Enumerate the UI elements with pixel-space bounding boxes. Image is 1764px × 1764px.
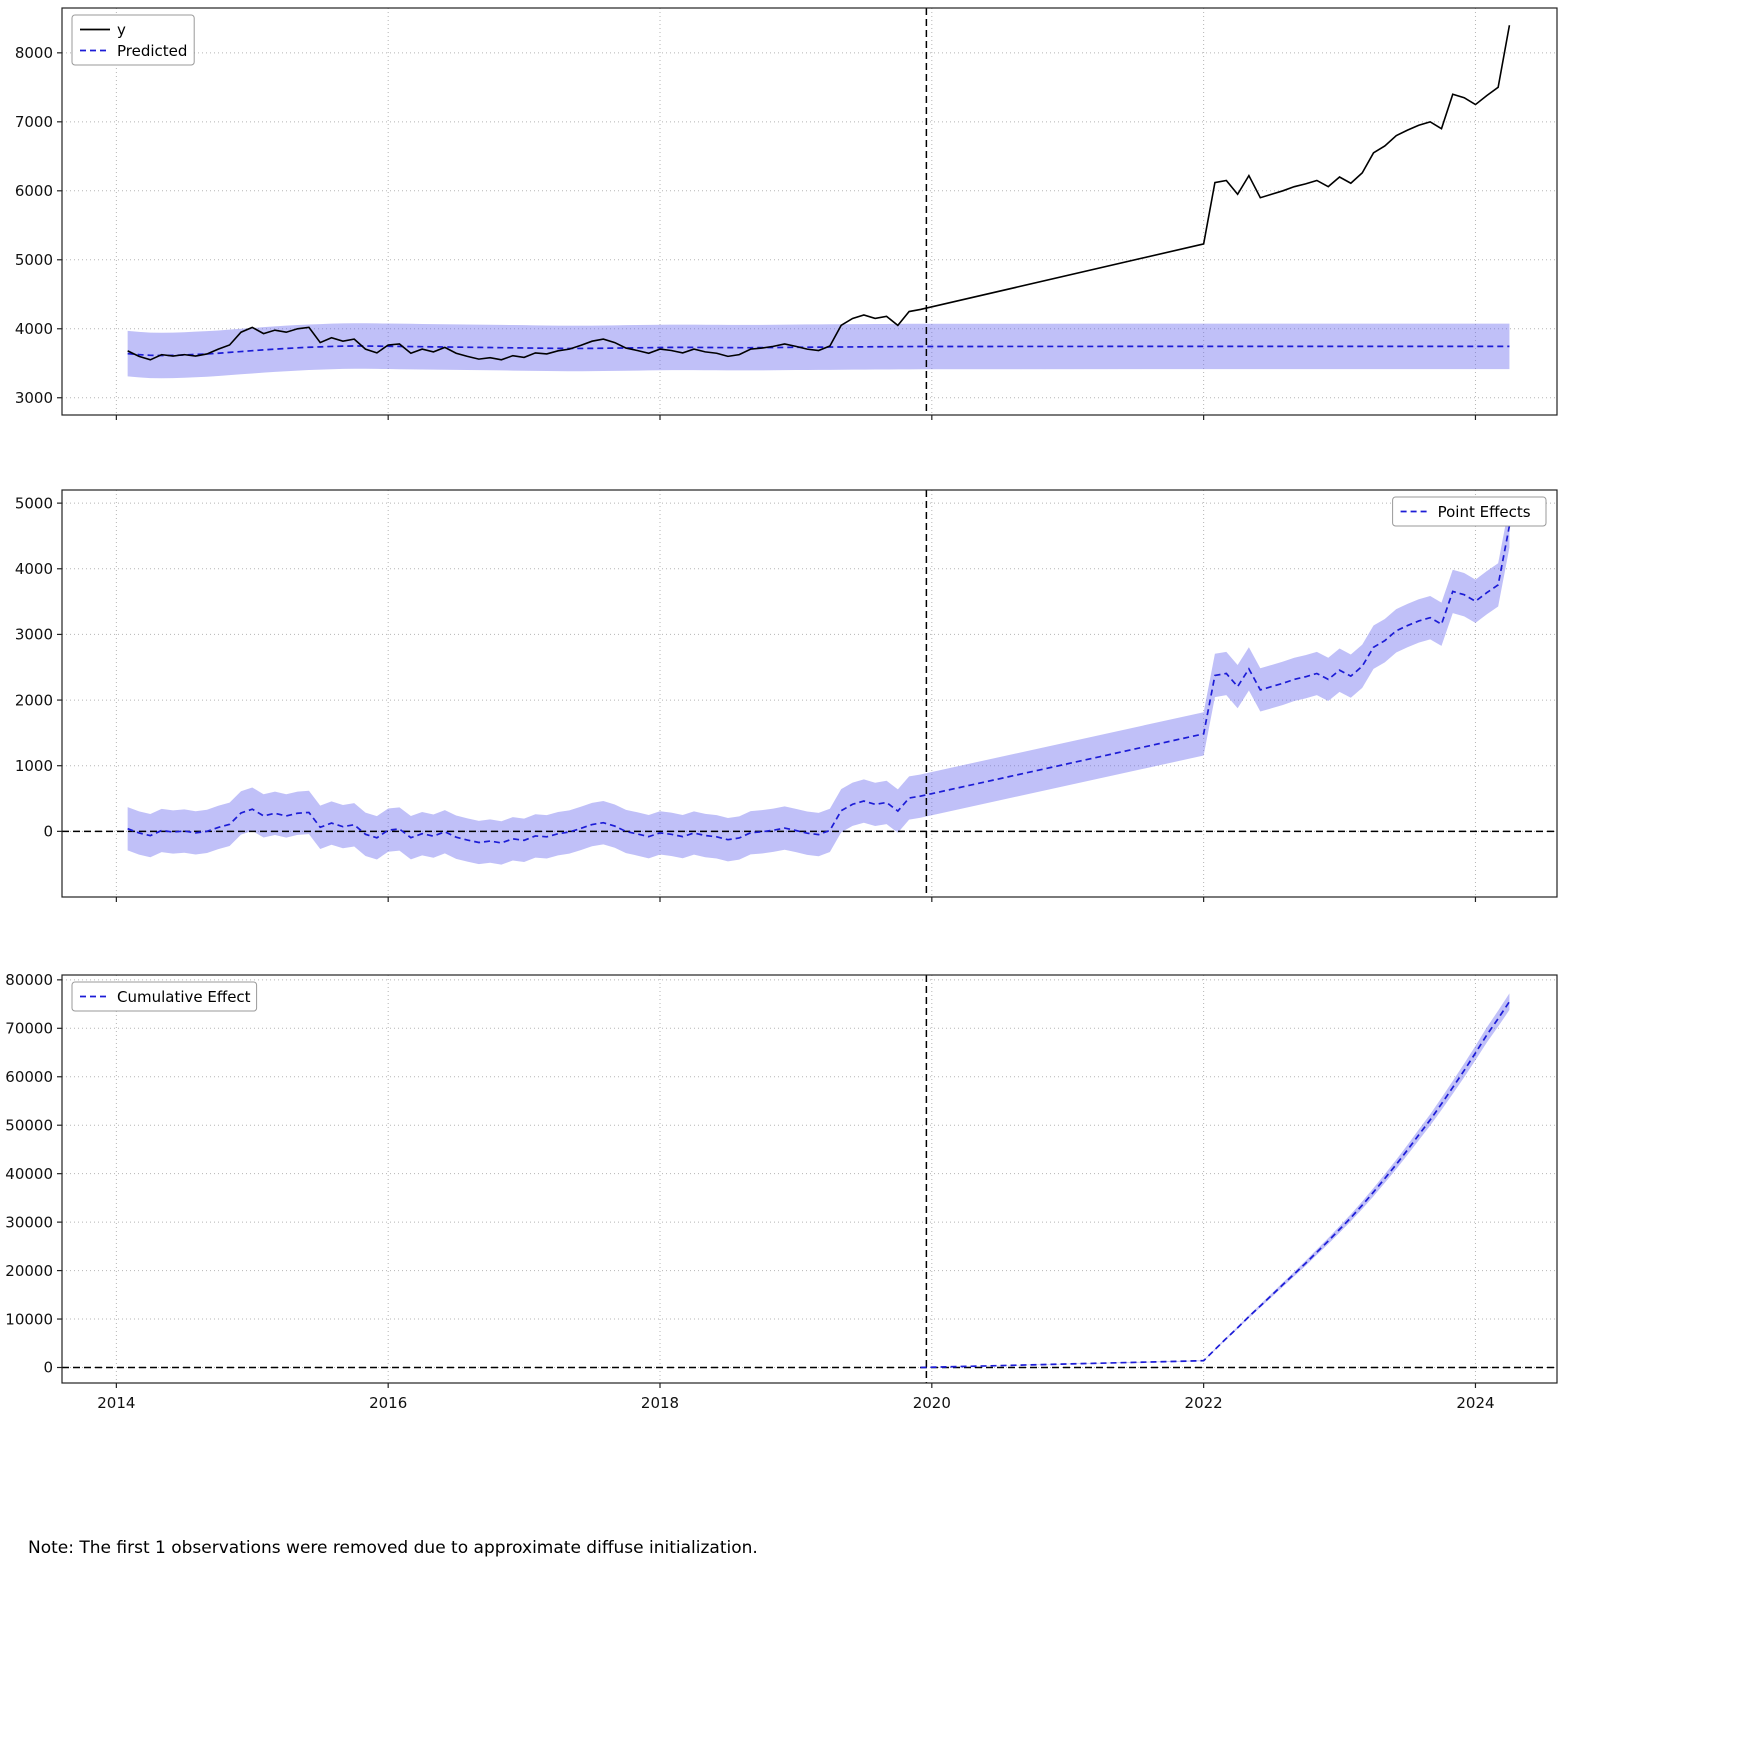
- y-tick-label: 2000: [15, 691, 53, 709]
- legend-label: Predicted: [117, 42, 187, 60]
- y-tick-label: 10000: [5, 1310, 53, 1328]
- y-tick-label: 1000: [15, 757, 53, 775]
- y-tick-label: 4000: [15, 320, 53, 338]
- note-text: Note: The first 1 observations were remo…: [28, 1538, 758, 1558]
- confidence-band: [920, 993, 1510, 1368]
- y-tick-label: 50000: [5, 1116, 53, 1134]
- y-tick-label: 5000: [15, 494, 53, 512]
- y-tick-label: 20000: [5, 1262, 53, 1280]
- x-tick-label: 2022: [1185, 1394, 1223, 1412]
- observed-line: [127, 25, 1511, 361]
- panel-pointwise: 0 1000 2000 3000 4000 5000 Point Effects: [15, 489, 1558, 902]
- gridlines: [62, 975, 1557, 1383]
- y-tick-label: 7000: [15, 113, 53, 131]
- causal-impact-chart-svg: 3000 4000 5000 6000 7000 8000 y Predicted 0 1000 2…: [5, 7, 1558, 1412]
- panel-cumulative: 0 10000 20000 30000 40000 50000 60000 70000 8000…: [5, 971, 1558, 1412]
- legend-label: Point Effects: [1438, 503, 1531, 521]
- predicted-line: [127, 345, 1510, 357]
- effect-line: [127, 525, 1511, 844]
- x-tick-label: 2016: [369, 1394, 407, 1412]
- x-tick-label: 2020: [913, 1394, 951, 1412]
- x-tick-label: 2024: [1456, 1394, 1494, 1412]
- y-tick-label: 8000: [15, 44, 53, 62]
- y-tick-label: 70000: [5, 1020, 53, 1038]
- axes-frame: [61, 489, 1558, 898]
- effect-line: [920, 1001, 1511, 1369]
- y-tick-label: 0: [43, 823, 53, 841]
- legend-label: y: [117, 21, 126, 39]
- y-tick-label: 40000: [5, 1165, 53, 1183]
- y-tick-label: 6000: [15, 182, 53, 200]
- x-tick-label: 2018: [641, 1394, 679, 1412]
- y-tick-label: 4000: [15, 560, 53, 578]
- y-tick-label: 80000: [5, 971, 53, 989]
- x-tick-label: 2014: [97, 1394, 135, 1412]
- legend-label: Cumulative Effect: [117, 988, 251, 1006]
- y-tick-label: 3000: [15, 389, 53, 407]
- y-tick-label: 3000: [15, 626, 53, 644]
- legend: Point Effects: [1392, 496, 1547, 527]
- y-tick-label: 30000: [5, 1213, 53, 1231]
- legend: y Predicted: [71, 14, 195, 66]
- legend: Cumulative Effect: [71, 981, 258, 1012]
- y-tick-label: 5000: [15, 251, 53, 269]
- y-tick-label: 60000: [5, 1068, 53, 1086]
- axes-frame: [61, 7, 1558, 416]
- axes-frame: [61, 974, 1558, 1384]
- y-tick-label: 0: [43, 1359, 53, 1377]
- panel-original: 3000 4000 5000 6000 7000 8000 y Predicted: [15, 7, 1558, 420]
- confidence-band: [127, 504, 1510, 865]
